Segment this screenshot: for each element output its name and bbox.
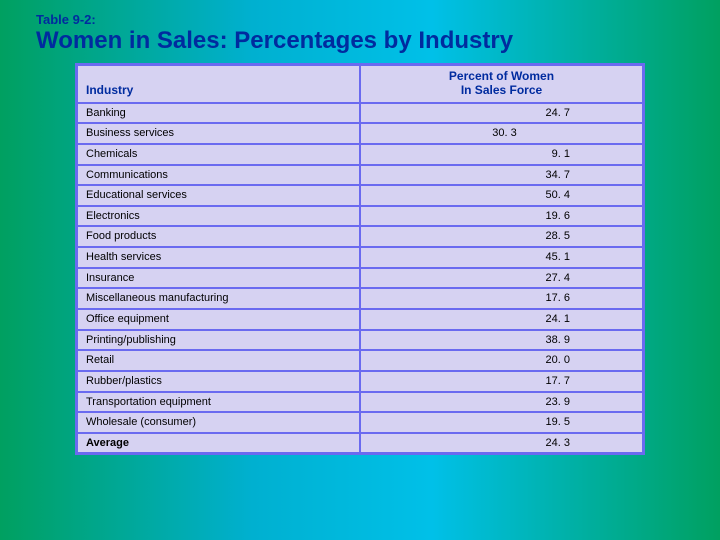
cell-industry: Chemicals	[77, 144, 360, 165]
cell-percent: 24. 1	[360, 309, 643, 330]
cell-industry: Insurance	[77, 268, 360, 289]
table-row: Printing/publishing38. 9	[77, 330, 643, 351]
cell-percent: 20. 0	[360, 350, 643, 371]
cell-percent: 27. 4	[360, 268, 643, 289]
table-label: Table 9-2:	[36, 12, 684, 27]
table-row: Chemicals9. 1	[77, 144, 643, 165]
table-row: Average24. 3	[77, 433, 643, 454]
cell-percent: 45. 1	[360, 247, 643, 268]
table-row: Transportation equipment23. 9	[77, 392, 643, 413]
cell-industry: Wholesale (consumer)	[77, 412, 360, 433]
women-in-sales-table: Industry Percent of Women In Sales Force…	[75, 63, 645, 455]
cell-percent: 38. 9	[360, 330, 643, 351]
cell-percent: 23. 9	[360, 392, 643, 413]
cell-industry: Business services	[77, 123, 360, 144]
table-row: Wholesale (consumer)19. 5	[77, 412, 643, 433]
cell-industry: Food products	[77, 226, 360, 247]
table-row: Insurance27. 4	[77, 268, 643, 289]
cell-industry: Rubber/plastics	[77, 371, 360, 392]
cell-industry: Miscellaneous manufacturing	[77, 288, 360, 309]
cell-industry: Health services	[77, 247, 360, 268]
col-header-percent-line2: In Sales Force	[461, 83, 542, 97]
cell-industry: Printing/publishing	[77, 330, 360, 351]
cell-percent: 17. 6	[360, 288, 643, 309]
cell-percent: 34. 7	[360, 165, 643, 186]
table-row: Banking24. 7	[77, 103, 643, 124]
cell-industry: Banking	[77, 103, 360, 124]
cell-percent: 19. 6	[360, 206, 643, 227]
table-row: Rubber/plastics17. 7	[77, 371, 643, 392]
cell-industry: Electronics	[77, 206, 360, 227]
cell-industry: Transportation equipment	[77, 392, 360, 413]
cell-industry: Office equipment	[77, 309, 360, 330]
cell-percent: 24. 7	[360, 103, 643, 124]
cell-percent: 9. 1	[360, 144, 643, 165]
table-row: Miscellaneous manufacturing17. 6	[77, 288, 643, 309]
table-row: Electronics19. 6	[77, 206, 643, 227]
cell-percent: 30. 3	[360, 123, 643, 144]
cell-percent: 28. 5	[360, 226, 643, 247]
table-row: Food products28. 5	[77, 226, 643, 247]
table-row: Business services30. 3	[77, 123, 643, 144]
table-row: Office equipment24. 1	[77, 309, 643, 330]
cell-percent: 19. 5	[360, 412, 643, 433]
cell-percent: 17. 7	[360, 371, 643, 392]
col-header-percent: Percent of Women In Sales Force	[360, 65, 643, 103]
slide-page: Table 9-2: Women in Sales: Percentages b…	[0, 0, 720, 540]
cell-industry: Educational services	[77, 185, 360, 206]
cell-percent: 50. 4	[360, 185, 643, 206]
page-title: Women in Sales: Percentages by Industry	[36, 27, 684, 55]
table-row: Educational services50. 4	[77, 185, 643, 206]
cell-industry: Communications	[77, 165, 360, 186]
table-row: Retail20. 0	[77, 350, 643, 371]
cell-industry: Average	[77, 433, 360, 454]
table-row: Communications34. 7	[77, 165, 643, 186]
col-header-industry: Industry	[77, 65, 360, 103]
cell-industry: Retail	[77, 350, 360, 371]
col-header-percent-line1: Percent of Women	[449, 69, 554, 83]
cell-percent: 24. 3	[360, 433, 643, 454]
table-body: Banking24. 7Business services30. 3Chemic…	[77, 103, 643, 454]
table-row: Health services45. 1	[77, 247, 643, 268]
table-header-row: Industry Percent of Women In Sales Force	[77, 65, 643, 103]
